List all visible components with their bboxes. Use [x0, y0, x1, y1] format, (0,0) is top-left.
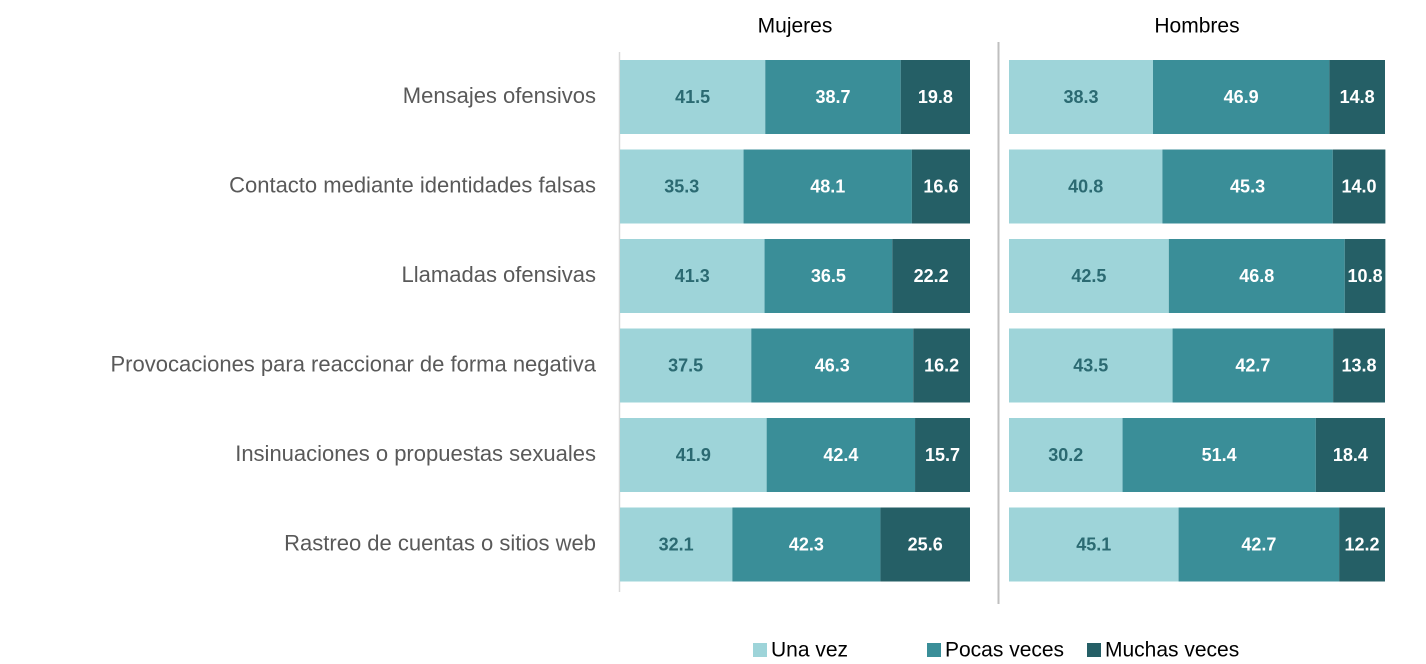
bar-segment [620, 418, 767, 492]
data-label: 40.8 [1068, 176, 1103, 196]
category-label: Rastreo de cuentas o sitios web [284, 530, 596, 555]
data-label: 46.8 [1239, 266, 1274, 286]
data-label: 16.6 [923, 176, 958, 196]
data-label: 42.3 [789, 534, 824, 554]
bar-segment [911, 149, 970, 224]
data-label: 35.3 [664, 176, 699, 196]
data-label: 38.7 [815, 87, 850, 107]
data-label: 48.1 [810, 176, 845, 196]
data-label: 16.2 [924, 355, 959, 375]
bar-segment [1009, 149, 1163, 224]
bar-segment [1009, 60, 1154, 134]
data-label: 46.9 [1224, 87, 1259, 107]
data-label: 14.8 [1340, 87, 1375, 107]
bar-segment [900, 60, 970, 134]
bar-segment [915, 418, 970, 492]
legend-swatch [753, 643, 767, 657]
data-label: 45.1 [1076, 534, 1111, 554]
data-label: 37.5 [668, 355, 703, 375]
data-label: 46.3 [815, 355, 850, 375]
data-label: 12.2 [1345, 534, 1380, 554]
legend-label: Pocas veces [945, 639, 1064, 662]
bar-segment [1009, 507, 1179, 582]
legend-label: Muchas veces [1105, 639, 1239, 662]
bar-segment [1339, 507, 1385, 582]
data-label: 41.3 [675, 266, 710, 286]
bar-segment [892, 239, 970, 313]
data-label: 42.4 [823, 445, 858, 465]
bar-segment [766, 418, 916, 492]
data-label: 42.7 [1241, 534, 1276, 554]
bar-segment [913, 328, 970, 403]
data-label: 41.5 [675, 87, 710, 107]
data-label: 10.8 [1348, 266, 1383, 286]
bar-segment [1344, 239, 1386, 313]
data-label: 38.3 [1063, 87, 1098, 107]
data-label: 32.1 [659, 534, 694, 554]
panel-title: Hombres [1154, 15, 1239, 38]
data-label: 19.8 [918, 87, 953, 107]
bar-segment [620, 328, 752, 403]
data-label: 51.4 [1202, 445, 1237, 465]
data-label: 15.7 [925, 445, 960, 465]
bar-segment [765, 60, 901, 134]
data-label: 45.3 [1230, 176, 1265, 196]
data-label: 14.0 [1342, 176, 1377, 196]
data-label: 41.9 [676, 445, 711, 465]
bar-segment [743, 149, 912, 224]
bar-segment [1153, 60, 1330, 134]
bar-segment [732, 507, 881, 582]
category-label: Insinuaciones o propuestas sexuales [235, 441, 596, 466]
data-label: 43.5 [1073, 355, 1108, 375]
data-label: 36.5 [811, 266, 846, 286]
bar-segment [1329, 60, 1385, 134]
data-label: 30.2 [1048, 445, 1083, 465]
bar-segment [1009, 418, 1123, 492]
bar-segment [751, 328, 914, 403]
data-label: 13.8 [1342, 355, 1377, 375]
legend-swatch [1087, 643, 1101, 657]
bar-segment [620, 507, 733, 582]
bar-segment [1172, 328, 1334, 403]
bar-segment [880, 507, 970, 582]
bar-segment [1122, 418, 1316, 492]
bar-segment [1162, 149, 1333, 224]
bar-segment [1168, 239, 1345, 313]
bar-segment [620, 239, 765, 313]
legend-swatch [927, 643, 941, 657]
bar-segment [1178, 507, 1340, 582]
data-label: 22.2 [914, 266, 949, 286]
bar-segment [1009, 239, 1169, 313]
category-label: Mensajes ofensivos [403, 83, 596, 108]
bar-segment [1315, 418, 1385, 492]
data-label: 25.6 [908, 534, 943, 554]
bar-segment [620, 60, 766, 134]
bar-segment [620, 149, 744, 224]
category-label: Provocaciones para reaccionar de forma n… [111, 351, 597, 376]
panel-title: Mujeres [758, 15, 833, 38]
category-label: Contacto mediante identidades falsas [229, 172, 596, 197]
bar-segment [1333, 328, 1385, 403]
data-label: 42.5 [1071, 266, 1106, 286]
legend-label: Una vez [771, 639, 848, 662]
bar-segment [1009, 328, 1173, 403]
bar-segment [764, 239, 893, 313]
data-label: 18.4 [1333, 445, 1368, 465]
data-label: 42.7 [1235, 355, 1270, 375]
category-label: Llamadas ofensivas [402, 262, 596, 287]
bar-segment [1332, 149, 1386, 224]
